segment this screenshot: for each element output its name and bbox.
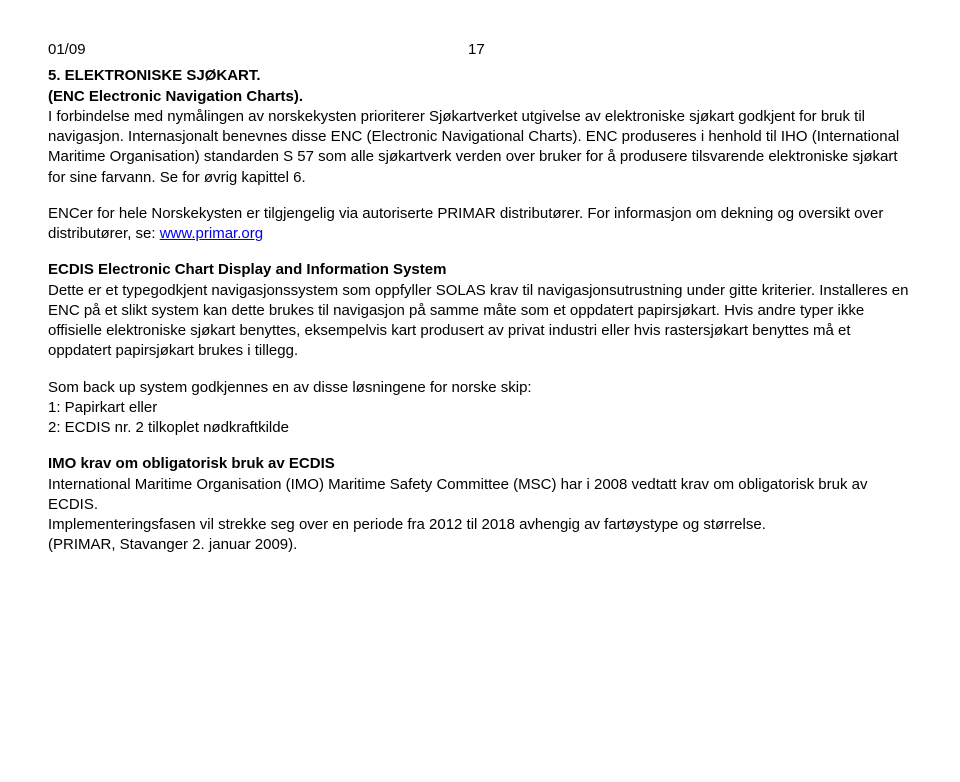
- header-left: 01/09: [48, 40, 468, 60]
- section-subtitle: (ENC Electronic Navigation Charts).: [48, 87, 912, 107]
- header-right: 17: [468, 40, 485, 60]
- page-header: 01/09 17: [48, 40, 912, 60]
- primar-link[interactable]: www.primar.org: [160, 225, 263, 242]
- paragraph-primar: ENCer for hele Norskekysten er tilgjenge…: [48, 204, 912, 245]
- imo-source: (PRIMAR, Stavanger 2. januar 2009).: [48, 536, 297, 553]
- imo-heading: IMO krav om obligatorisk bruk av ECDIS: [48, 455, 335, 472]
- ecdis-body: Dette er et typegodkjent navigasjonssyst…: [48, 282, 908, 360]
- paragraph-intro: I forbindelse med nymålingen av norskeky…: [48, 107, 912, 188]
- backup-item-1: 1: Papirkart eller: [48, 399, 157, 416]
- paragraph-ecdis: ECDIS Electronic Chart Display and Infor…: [48, 260, 912, 361]
- imo-body-2: Implementeringsfasen vil strekke seg ove…: [48, 516, 766, 533]
- ecdis-heading: ECDIS Electronic Chart Display and Infor…: [48, 261, 446, 278]
- backup-item-2: 2: ECDIS nr. 2 tilkoplet nødkraftkilde: [48, 419, 289, 436]
- imo-body-1: International Maritime Organisation (IMO…: [48, 476, 867, 513]
- section-title: 5. ELEKTRONISKE SJØKART.: [48, 66, 912, 86]
- backup-block: Som back up system godkjennes en av diss…: [48, 378, 912, 439]
- backup-intro: Som back up system godkjennes en av diss…: [48, 379, 532, 396]
- imo-block: IMO krav om obligatorisk bruk av ECDIS I…: [48, 454, 912, 555]
- section-title-block: 5. ELEKTRONISKE SJØKART. (ENC Electronic…: [48, 66, 912, 107]
